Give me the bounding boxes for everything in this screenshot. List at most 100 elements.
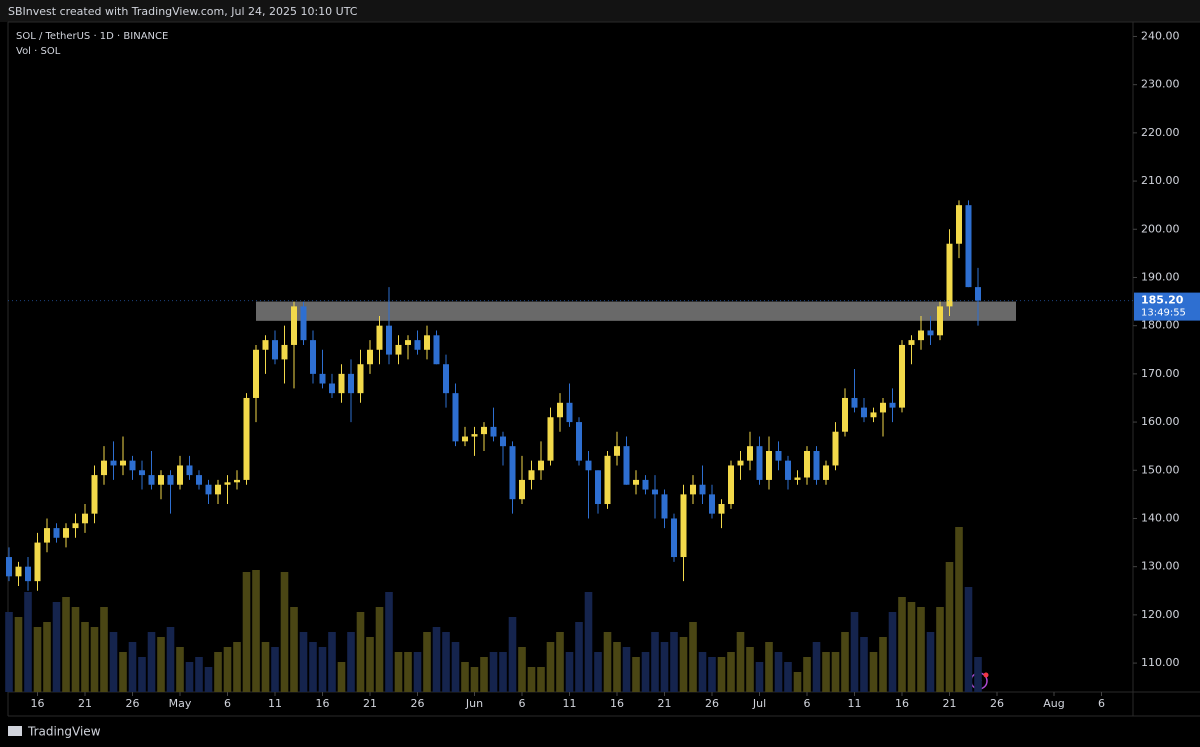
candle-body xyxy=(129,460,136,471)
candle-body xyxy=(186,465,193,476)
volume-bar xyxy=(52,602,61,692)
resistance-zone xyxy=(256,301,1016,321)
candle-body xyxy=(823,465,829,480)
volume-bar xyxy=(347,632,355,692)
candle-body xyxy=(15,566,22,577)
volume-bar xyxy=(717,657,726,692)
candle-body xyxy=(918,330,924,341)
candle-body xyxy=(880,402,886,413)
candle-body xyxy=(870,412,877,418)
volume-bar xyxy=(622,647,631,692)
candle-body xyxy=(661,494,668,519)
candle-body xyxy=(633,479,639,485)
price-countdown: 13:49:55 xyxy=(1141,308,1186,319)
volume-bar xyxy=(613,642,621,692)
volume-bar xyxy=(43,622,51,692)
y-tick-label: 170.00 xyxy=(1141,367,1180,380)
volume-bar xyxy=(926,632,935,692)
volume-bar xyxy=(233,642,241,692)
volume-bar xyxy=(470,667,479,692)
volume-bar xyxy=(62,597,70,692)
candle-body xyxy=(357,364,364,394)
y-tick-label: 180.00 xyxy=(1141,319,1180,332)
volume-bar xyxy=(812,642,821,692)
candle-body xyxy=(671,518,677,558)
x-tick-label: 6 xyxy=(519,697,526,710)
volume-bar xyxy=(432,627,441,692)
candle-body xyxy=(177,465,183,485)
candle-body xyxy=(395,344,402,355)
candle-body xyxy=(899,344,905,408)
volume-bar xyxy=(242,572,251,692)
x-tick-label: 16 xyxy=(316,697,330,710)
volume-bar xyxy=(280,572,289,692)
candle-body xyxy=(538,460,544,471)
volume-bar xyxy=(261,642,270,692)
candle-body xyxy=(53,528,60,538)
x-tick-label: 16 xyxy=(895,697,909,710)
volume-bar xyxy=(413,652,422,692)
candle-body xyxy=(642,479,649,490)
x-tick-label: 11 xyxy=(848,697,862,710)
volume-bar xyxy=(907,602,916,692)
volume-bar xyxy=(537,667,545,692)
volume-bar xyxy=(204,667,213,692)
volume-bar xyxy=(917,607,925,692)
candle-body xyxy=(338,373,345,394)
volume-bar xyxy=(841,632,849,692)
x-tick-label: Jun xyxy=(465,697,483,710)
candle-body xyxy=(329,383,335,394)
candle-body xyxy=(566,402,573,423)
volume-bar xyxy=(936,607,944,692)
x-tick-label: 6 xyxy=(224,697,231,710)
volume-bar xyxy=(394,652,403,692)
volume-bar xyxy=(461,662,469,692)
volume-bar xyxy=(746,647,754,692)
price-marker xyxy=(1134,292,1200,321)
candle-body xyxy=(205,484,212,495)
candle-body xyxy=(110,460,117,466)
candle-body xyxy=(747,446,753,461)
x-tick-label: 16 xyxy=(610,697,624,710)
candle-body xyxy=(34,542,41,582)
volume-bar xyxy=(185,662,194,692)
volume-bar xyxy=(803,657,811,692)
candle-body xyxy=(509,446,516,500)
candle-body xyxy=(367,349,373,365)
candle-body xyxy=(794,477,801,480)
candle-body xyxy=(414,340,421,350)
volume-bar xyxy=(423,632,431,692)
attribution: SBInvest created with TradingView.com, J… xyxy=(8,5,358,18)
candle-body xyxy=(6,557,12,577)
volume-bar xyxy=(366,637,374,692)
volume-bar xyxy=(584,592,593,692)
volume-bar xyxy=(128,642,137,692)
candle-body xyxy=(424,335,430,350)
volume-bar xyxy=(755,662,764,692)
candle-body xyxy=(215,484,221,495)
candle-body xyxy=(652,489,658,495)
volume-bar xyxy=(404,652,412,692)
candle-body xyxy=(500,436,506,447)
candle-body xyxy=(253,349,259,398)
x-tick-label: Aug xyxy=(1043,697,1064,710)
volume-bar xyxy=(898,597,906,692)
candle-body xyxy=(927,330,934,336)
volume-bar xyxy=(831,652,840,692)
volume-bar xyxy=(565,652,574,692)
volume-bar xyxy=(290,607,298,692)
candle-body xyxy=(310,340,316,374)
candle-body xyxy=(737,460,744,466)
volume-bar xyxy=(508,617,517,692)
candle-body xyxy=(319,373,326,384)
candle-body xyxy=(101,460,107,476)
y-tick-label: 120.00 xyxy=(1141,608,1180,621)
candle-body xyxy=(490,426,497,437)
candle-body xyxy=(433,335,440,365)
candle-body xyxy=(975,287,981,301)
x-tick-label: 11 xyxy=(268,697,282,710)
candle-body xyxy=(405,340,411,345)
volume-bar xyxy=(518,647,526,692)
x-tick-label: 21 xyxy=(78,697,92,710)
